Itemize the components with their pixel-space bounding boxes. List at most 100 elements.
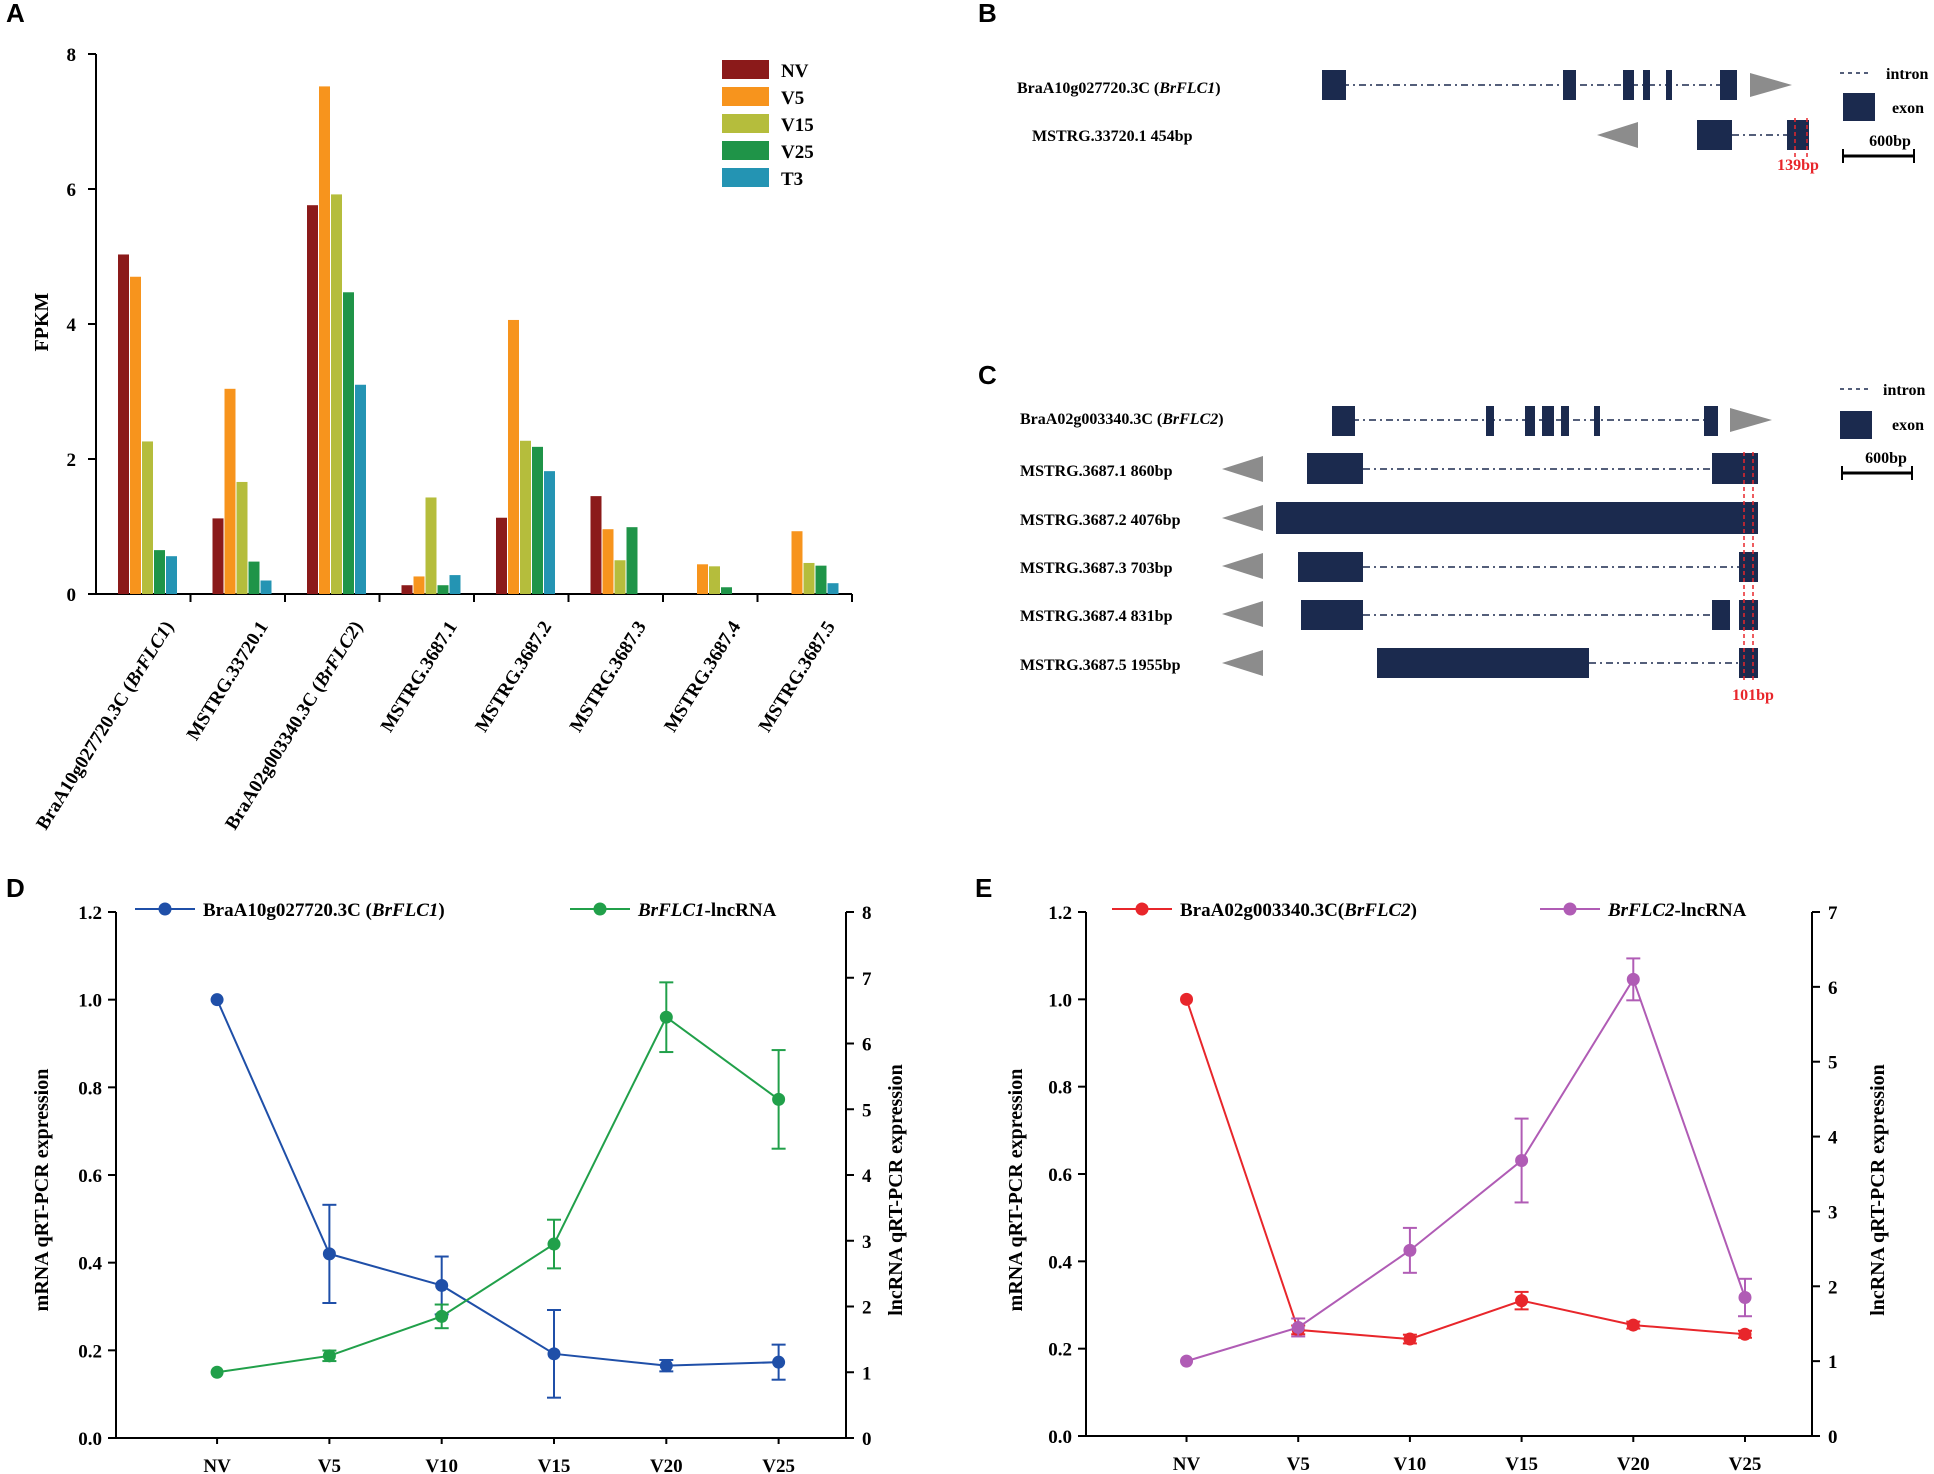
mstrg33720-direction-arrow [1597, 122, 1638, 148]
bar-v25-0 [154, 550, 165, 594]
mstrg3687-5-arrow [1222, 650, 1263, 676]
marker-label-101bp: 101bp [1732, 687, 1774, 704]
brflc1-direction-arrow [1750, 73, 1792, 97]
series-point-1-1 [322, 1349, 336, 1363]
brflc2-exon-5 [1561, 406, 1569, 436]
bar-v25-5 [626, 527, 638, 594]
series-point-1-5 [772, 1092, 786, 1106]
x-tick-label: V5 [1287, 1454, 1310, 1474]
right-y-tick-label: 4 [1828, 1128, 1838, 1149]
legend-label-v5: V5 [781, 88, 804, 109]
legend-swatch-v15 [722, 114, 769, 133]
legend-b-intron-label: intron [1886, 66, 1928, 83]
brflc2-exon-6 [1594, 406, 1600, 436]
mstrg3687-4-exon-2 [1712, 600, 1730, 630]
x-tick-label: V20 [650, 1456, 683, 1474]
brflc1-exon-6 [1720, 70, 1737, 100]
panel-d-letter: D [6, 873, 25, 903]
left-y-tick-label: 1.2 [1048, 903, 1072, 924]
panel-a-letter: A [6, 0, 25, 28]
panel-b-letter: B [978, 0, 997, 28]
right-y-tick-label: 2 [862, 1298, 872, 1319]
bar-v15-4 [520, 440, 531, 594]
bar-v15-7 [803, 562, 815, 594]
brflc2-exon-3 [1525, 406, 1535, 436]
brflc1-gene-label: BraA10g027720.3C (BrFLC1) [1017, 80, 1221, 97]
panel-a-y-axis-title: FPKM [31, 292, 53, 351]
bar-v5-3 [413, 576, 425, 594]
bar-t3-0 [166, 556, 177, 594]
legend-marker-1 [1563, 902, 1577, 916]
series-point-0-2 [435, 1278, 449, 1292]
series-point-0-3 [547, 1347, 561, 1361]
series-point-1-2 [435, 1309, 449, 1323]
panel-e-legend: BraA02g003340.3C(BrFLC2) BrFLC2-lncRNA [1112, 900, 1747, 921]
right-y-tick-label: 0 [1828, 1427, 1838, 1448]
mstrg3687-1-exon-2 [1712, 453, 1758, 484]
mstrg33720-exon-1 [1697, 120, 1732, 150]
right-y-tick-label: 6 [1828, 978, 1838, 999]
legend-swatch-v5 [722, 87, 769, 106]
left-y-tick-label: 1.0 [78, 991, 102, 1012]
bar-v15-3 [425, 497, 437, 594]
legend-marker-0 [158, 902, 172, 916]
legend-label-v25: V25 [781, 142, 814, 163]
panel-e-series [1180, 957, 1752, 1368]
right-y-tick-label: 3 [862, 1232, 872, 1253]
x-tick-label: V5 [318, 1456, 341, 1474]
panel-a-category-label: MSTRG.3687.2 [471, 618, 556, 737]
bar-v5-2 [319, 86, 330, 595]
right-y-tick-label: 1 [1828, 1352, 1838, 1373]
legend-label-1: BrFLC1-lncRNA [637, 900, 777, 921]
mstrg3687-2-arrow [1222, 505, 1263, 531]
left-y-tick-label: 0.6 [1048, 1165, 1072, 1186]
x-tick-label: NV [1173, 1454, 1201, 1474]
bar-v25-6 [721, 587, 732, 594]
bar-nv-2 [307, 205, 318, 594]
legend-label-1: BrFLC2-lncRNA [1607, 900, 1747, 921]
right-y-tick-label: 4 [862, 1166, 872, 1187]
right-y-tick-label: 6 [862, 1035, 872, 1056]
bar-v5-7 [791, 531, 803, 594]
bar-v15-5 [614, 560, 626, 594]
brflc1-exon-2 [1563, 70, 1576, 100]
bar-v25-7 [815, 565, 827, 594]
series-line-0 [216, 999, 779, 1367]
panel-a-category-label: MSTRG.3687.3 [566, 618, 651, 737]
bar-v15-6 [709, 566, 720, 594]
mstrg3687-1-label: MSTRG.3687.1 860bp [1020, 463, 1173, 480]
left-y-tick-label: 0.8 [78, 1078, 102, 1099]
right-y-tick-label: 7 [862, 969, 872, 990]
brflc1-exon-4 [1643, 70, 1650, 100]
legend-c-exon-swatch [1840, 411, 1872, 439]
series-line-1 [216, 1015, 780, 1374]
brflc2-gene-label: BraA02g003340.3C (BrFLC2) [1020, 411, 1224, 428]
left-y-tick-label: 0.8 [1048, 1078, 1072, 1099]
bar-v5-0 [130, 276, 141, 594]
series-point-1-1 [1291, 1320, 1305, 1334]
bar-v25-1 [248, 561, 260, 594]
mstrg3687-5-exon-1 [1377, 648, 1589, 678]
bar-v15-1 [236, 481, 248, 594]
left-y-tick-label: 0.0 [78, 1429, 102, 1450]
x-tick-label: V10 [1394, 1454, 1427, 1474]
right-y-tick-label: 2 [1828, 1277, 1838, 1298]
bar-v25-4 [532, 446, 543, 594]
x-tick-label: V10 [425, 1456, 458, 1474]
bar-v5-4 [508, 319, 519, 594]
panel-a-bars [118, 86, 839, 595]
legend-label-v15: V15 [781, 115, 814, 136]
left-y-tick-label: 0.6 [78, 1166, 102, 1187]
series-point-0-5 [1738, 1327, 1752, 1341]
bar-v25-2 [343, 292, 354, 594]
series-point-1-5 [1738, 1291, 1752, 1305]
bar-v25-3 [437, 585, 449, 594]
panel-d-series [210, 981, 786, 1399]
bar-nv-3 [401, 585, 413, 594]
legend-label-0: BraA10g027720.3C (BrFLC1) [203, 900, 445, 921]
brflc2-exon-7 [1704, 406, 1718, 436]
x-tick-label: V25 [1729, 1454, 1762, 1474]
left-y-tick-label: 0.2 [78, 1341, 102, 1362]
